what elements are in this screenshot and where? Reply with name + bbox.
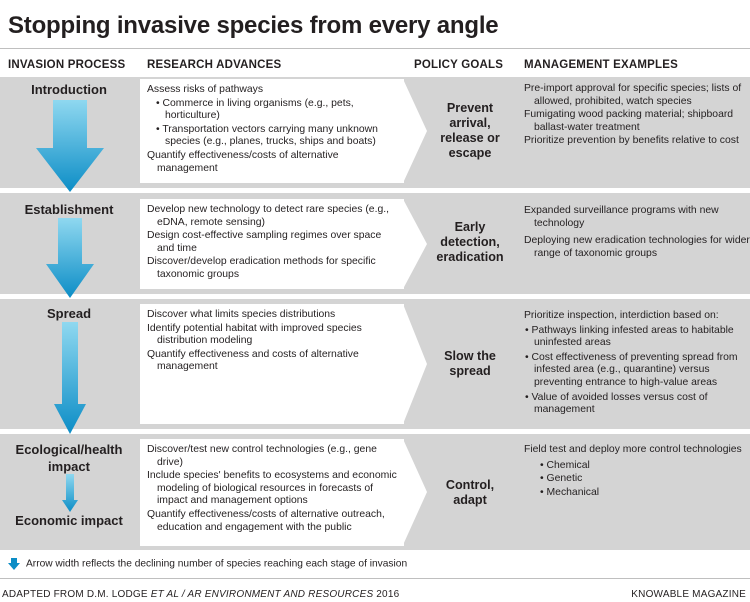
stage-spread: Spread <box>46 306 92 321</box>
stage-ecological-health-impact: Ecological/health impact <box>15 442 123 474</box>
research-item: Develop new technology to detect rare sp… <box>147 204 390 228</box>
management-item: • Mechanical <box>540 486 600 498</box>
source-credit: ADAPTED FROM D.M. LODGE ET AL / AR ENVIR… <box>2 589 400 600</box>
chevron-spread <box>403 304 427 424</box>
legend-text: Arrow width reflects the declining numbe… <box>26 558 408 570</box>
management-item: Prioritize prevention by benefits relati… <box>524 135 739 147</box>
research-impact: Discover/test new control technologies (… <box>140 439 404 546</box>
arrow-segment-spread <box>54 322 86 434</box>
management-impact: Field test and deploy more control techn… <box>524 444 750 500</box>
policy-impact: Control, adapt <box>445 478 495 507</box>
management-item: Expanded surveillance programs with new … <box>524 205 719 229</box>
stage-establishment: Establishment <box>24 202 114 217</box>
management-item: Prioritize inspection, interdiction base… <box>524 310 719 321</box>
research-item: Discover what limits species distributio… <box>147 309 336 320</box>
title-divider <box>0 48 750 49</box>
research-item: • Transportation vectors carrying many u… <box>156 123 378 148</box>
stage-introduction: Introduction <box>31 82 107 97</box>
chevron-introduction <box>403 79 427 183</box>
policy-introduction: Prevent arrival, release or escape <box>440 101 500 160</box>
chevron-establishment <box>403 199 427 289</box>
management-item: Fumigating wood packing material; shipbo… <box>524 109 734 133</box>
policy-establishment: Early detection, eradication <box>436 220 504 264</box>
research-item: Quantify effectiveness and costs of alte… <box>147 348 359 373</box>
chevron-impact <box>403 439 427 545</box>
research-introduction: Assess risks of pathways • Commerce in l… <box>140 79 404 183</box>
management-item: Pre-import approval for specific species… <box>524 83 742 107</box>
header-management-examples: MANAGEMENT EXAMPLES <box>524 59 678 71</box>
footer-divider <box>0 578 750 579</box>
management-item: Deploying new eradication technologies f… <box>524 235 750 259</box>
research-item: Discover/develop eradication methods for… <box>147 256 376 280</box>
management-item: • Chemical <box>540 459 590 471</box>
arrow-legend: Arrow width reflects the declining numbe… <box>8 558 407 570</box>
management-introduction: Pre-import approval for specific species… <box>524 83 750 149</box>
research-spread: Discover what limits species distributio… <box>140 304 404 424</box>
research-item: Quantify effectiveness/costs of alternat… <box>147 508 385 533</box>
page-title: Stopping invasive species from every ang… <box>8 12 499 39</box>
invasion-arrow <box>36 100 104 512</box>
management-item: Field test and deploy more control techn… <box>524 444 742 455</box>
management-spread: Prioritize inspection, interdiction base… <box>524 310 750 418</box>
arrow-segment-impact <box>62 474 78 512</box>
research-item: Include species' benefits to ecosystems … <box>147 470 397 507</box>
management-item: • Genetic <box>540 473 583 485</box>
arrow-segment-establishment <box>46 218 94 298</box>
research-item: Quantify effectiveness/costs of alternat… <box>147 149 339 174</box>
research-establishment: Develop new technology to detect rare sp… <box>140 199 404 289</box>
publisher-credit: KNOWABLE MAGAZINE <box>631 589 746 600</box>
management-item: • Value of avoided losses versus cost of… <box>525 391 708 416</box>
arrow-segment-introduction <box>36 100 104 192</box>
management-item: • Cost effectiveness of preventing sprea… <box>525 351 738 388</box>
header-policy-goals: POLICY GOALS <box>414 59 504 71</box>
research-item: Assess risks of pathways <box>147 84 264 95</box>
stage-economic-impact: Economic impact <box>15 513 123 528</box>
research-item: • Commerce in living organisms (e.g., pe… <box>156 97 354 122</box>
header-invasion-process: INVASION PROCESS <box>8 59 126 71</box>
research-item: Identify potential habitat with improved… <box>147 322 362 347</box>
header-research-advances: RESEARCH ADVANCES <box>147 59 282 71</box>
research-item: Discover/test new control technologies (… <box>147 444 377 468</box>
arrow-down-icon <box>8 558 20 570</box>
management-item: • Pathways linking infested areas to hab… <box>525 324 734 349</box>
management-establishment: Expanded surveillance programs with new … <box>524 205 750 261</box>
policy-spread: Slow the spread <box>444 349 496 378</box>
research-item: Design cost-effective sampling regimes o… <box>147 230 382 254</box>
